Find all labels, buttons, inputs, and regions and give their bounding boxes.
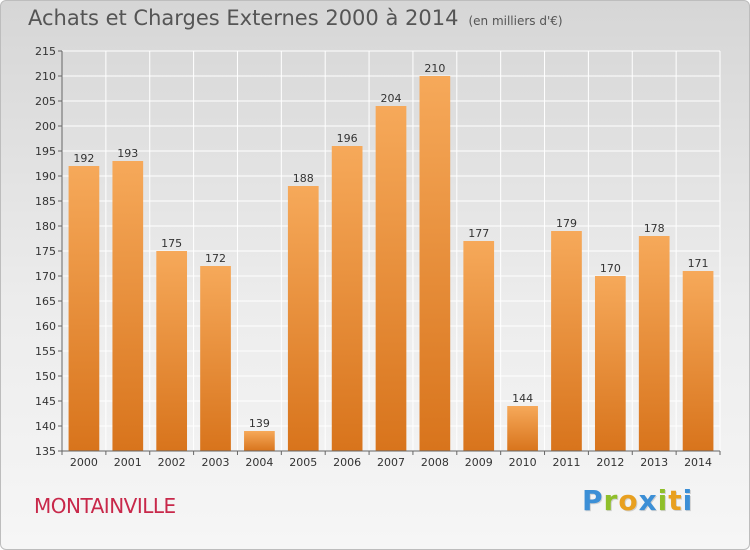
bar-value-label: 175 [161, 237, 182, 250]
y-tick-label: 185 [35, 195, 56, 208]
bar-value-label: 171 [688, 257, 709, 270]
bar-value-label: 144 [512, 392, 533, 405]
x-tick-label: 2001 [114, 456, 142, 469]
y-tick-label: 175 [35, 245, 56, 258]
bar-value-label: 178 [644, 222, 665, 235]
y-tick-label: 145 [35, 395, 56, 408]
bar-value-label: 193 [117, 147, 138, 160]
bar [682, 271, 714, 451]
y-tick-label: 195 [35, 145, 56, 158]
bar [244, 431, 275, 451]
bar [156, 251, 188, 451]
x-tick-label: 2005 [289, 456, 317, 469]
y-tick-label: 165 [35, 295, 56, 308]
y-tick-label: 150 [35, 370, 56, 383]
logo-letter: i [657, 484, 669, 517]
x-tick-label: 2002 [158, 456, 186, 469]
y-tick-label: 180 [35, 220, 56, 233]
bar-value-label: 196 [337, 132, 358, 145]
bars [68, 76, 714, 451]
bar-value-label: 172 [205, 252, 226, 265]
bar [331, 146, 363, 451]
bar [551, 231, 582, 451]
bar-value-label: 204 [381, 92, 402, 105]
bar [68, 166, 100, 451]
bar-value-label: 188 [293, 172, 314, 185]
bar [638, 236, 670, 451]
bar [463, 241, 495, 451]
y-tick-label: 190 [35, 170, 56, 183]
x-tick-label: 2004 [245, 456, 273, 469]
bar [375, 106, 407, 451]
logo-letter: x [638, 484, 658, 517]
x-tick-label: 2012 [596, 456, 624, 469]
logo-letter: t [668, 484, 683, 517]
x-tick-label: 2009 [465, 456, 493, 469]
y-tick-label: 205 [35, 95, 56, 108]
bar-value-label: 177 [468, 227, 489, 240]
y-tick-label: 135 [35, 445, 56, 458]
chart-title: Achats et Charges Externes 2000 à 2014 (e… [28, 6, 563, 30]
chart-unit: (en milliers d'€) [468, 14, 563, 28]
bar [419, 76, 451, 451]
chart-title-text: Achats et Charges Externes 2000 à 2014 [28, 6, 459, 30]
value-labels: 192 2000 193 2001 175 2002 172 2003 139 2004 188 20… [70, 62, 712, 469]
bar [112, 161, 144, 451]
logo-letter: r [603, 484, 619, 517]
bar-value-label: 179 [556, 217, 577, 230]
y-tick-label: 140 [35, 420, 56, 433]
bar-value-label: 210 [424, 62, 445, 75]
bar-value-label: 139 [249, 417, 270, 430]
y-tick-label: 160 [35, 320, 56, 333]
bar-value-label: 192 [73, 152, 94, 165]
x-tick-label: 2011 [552, 456, 580, 469]
x-tick-label: 2006 [333, 456, 361, 469]
x-tick-label: 2014 [684, 456, 712, 469]
x-tick-label: 2008 [421, 456, 449, 469]
x-tick-label: 2000 [70, 456, 98, 469]
x-tick-label: 2010 [509, 456, 537, 469]
logo-letter: o [618, 484, 639, 517]
y-tick-label: 155 [35, 345, 56, 358]
y-tick-label: 170 [35, 270, 56, 283]
bar [594, 276, 626, 451]
bar [200, 266, 231, 451]
x-tick-label: 2003 [202, 456, 230, 469]
bar [507, 406, 538, 451]
bar-value-label: 170 [600, 262, 621, 275]
proxiti-logo: Proxiti [582, 484, 693, 517]
axes: 135 140 145 150 155 160 165 170 175 180 185 190 195 2… [35, 45, 721, 458]
x-tick-label: 2013 [640, 456, 668, 469]
bar [287, 186, 319, 451]
y-tick-label: 210 [35, 70, 56, 83]
x-tick-label: 2007 [377, 456, 405, 469]
logo-letter: P [582, 484, 604, 517]
logo-letter: i [682, 484, 694, 517]
y-tick-label: 215 [35, 45, 56, 58]
y-tick-label: 200 [35, 120, 56, 133]
town-name: MONTAINVILLE [34, 494, 176, 518]
